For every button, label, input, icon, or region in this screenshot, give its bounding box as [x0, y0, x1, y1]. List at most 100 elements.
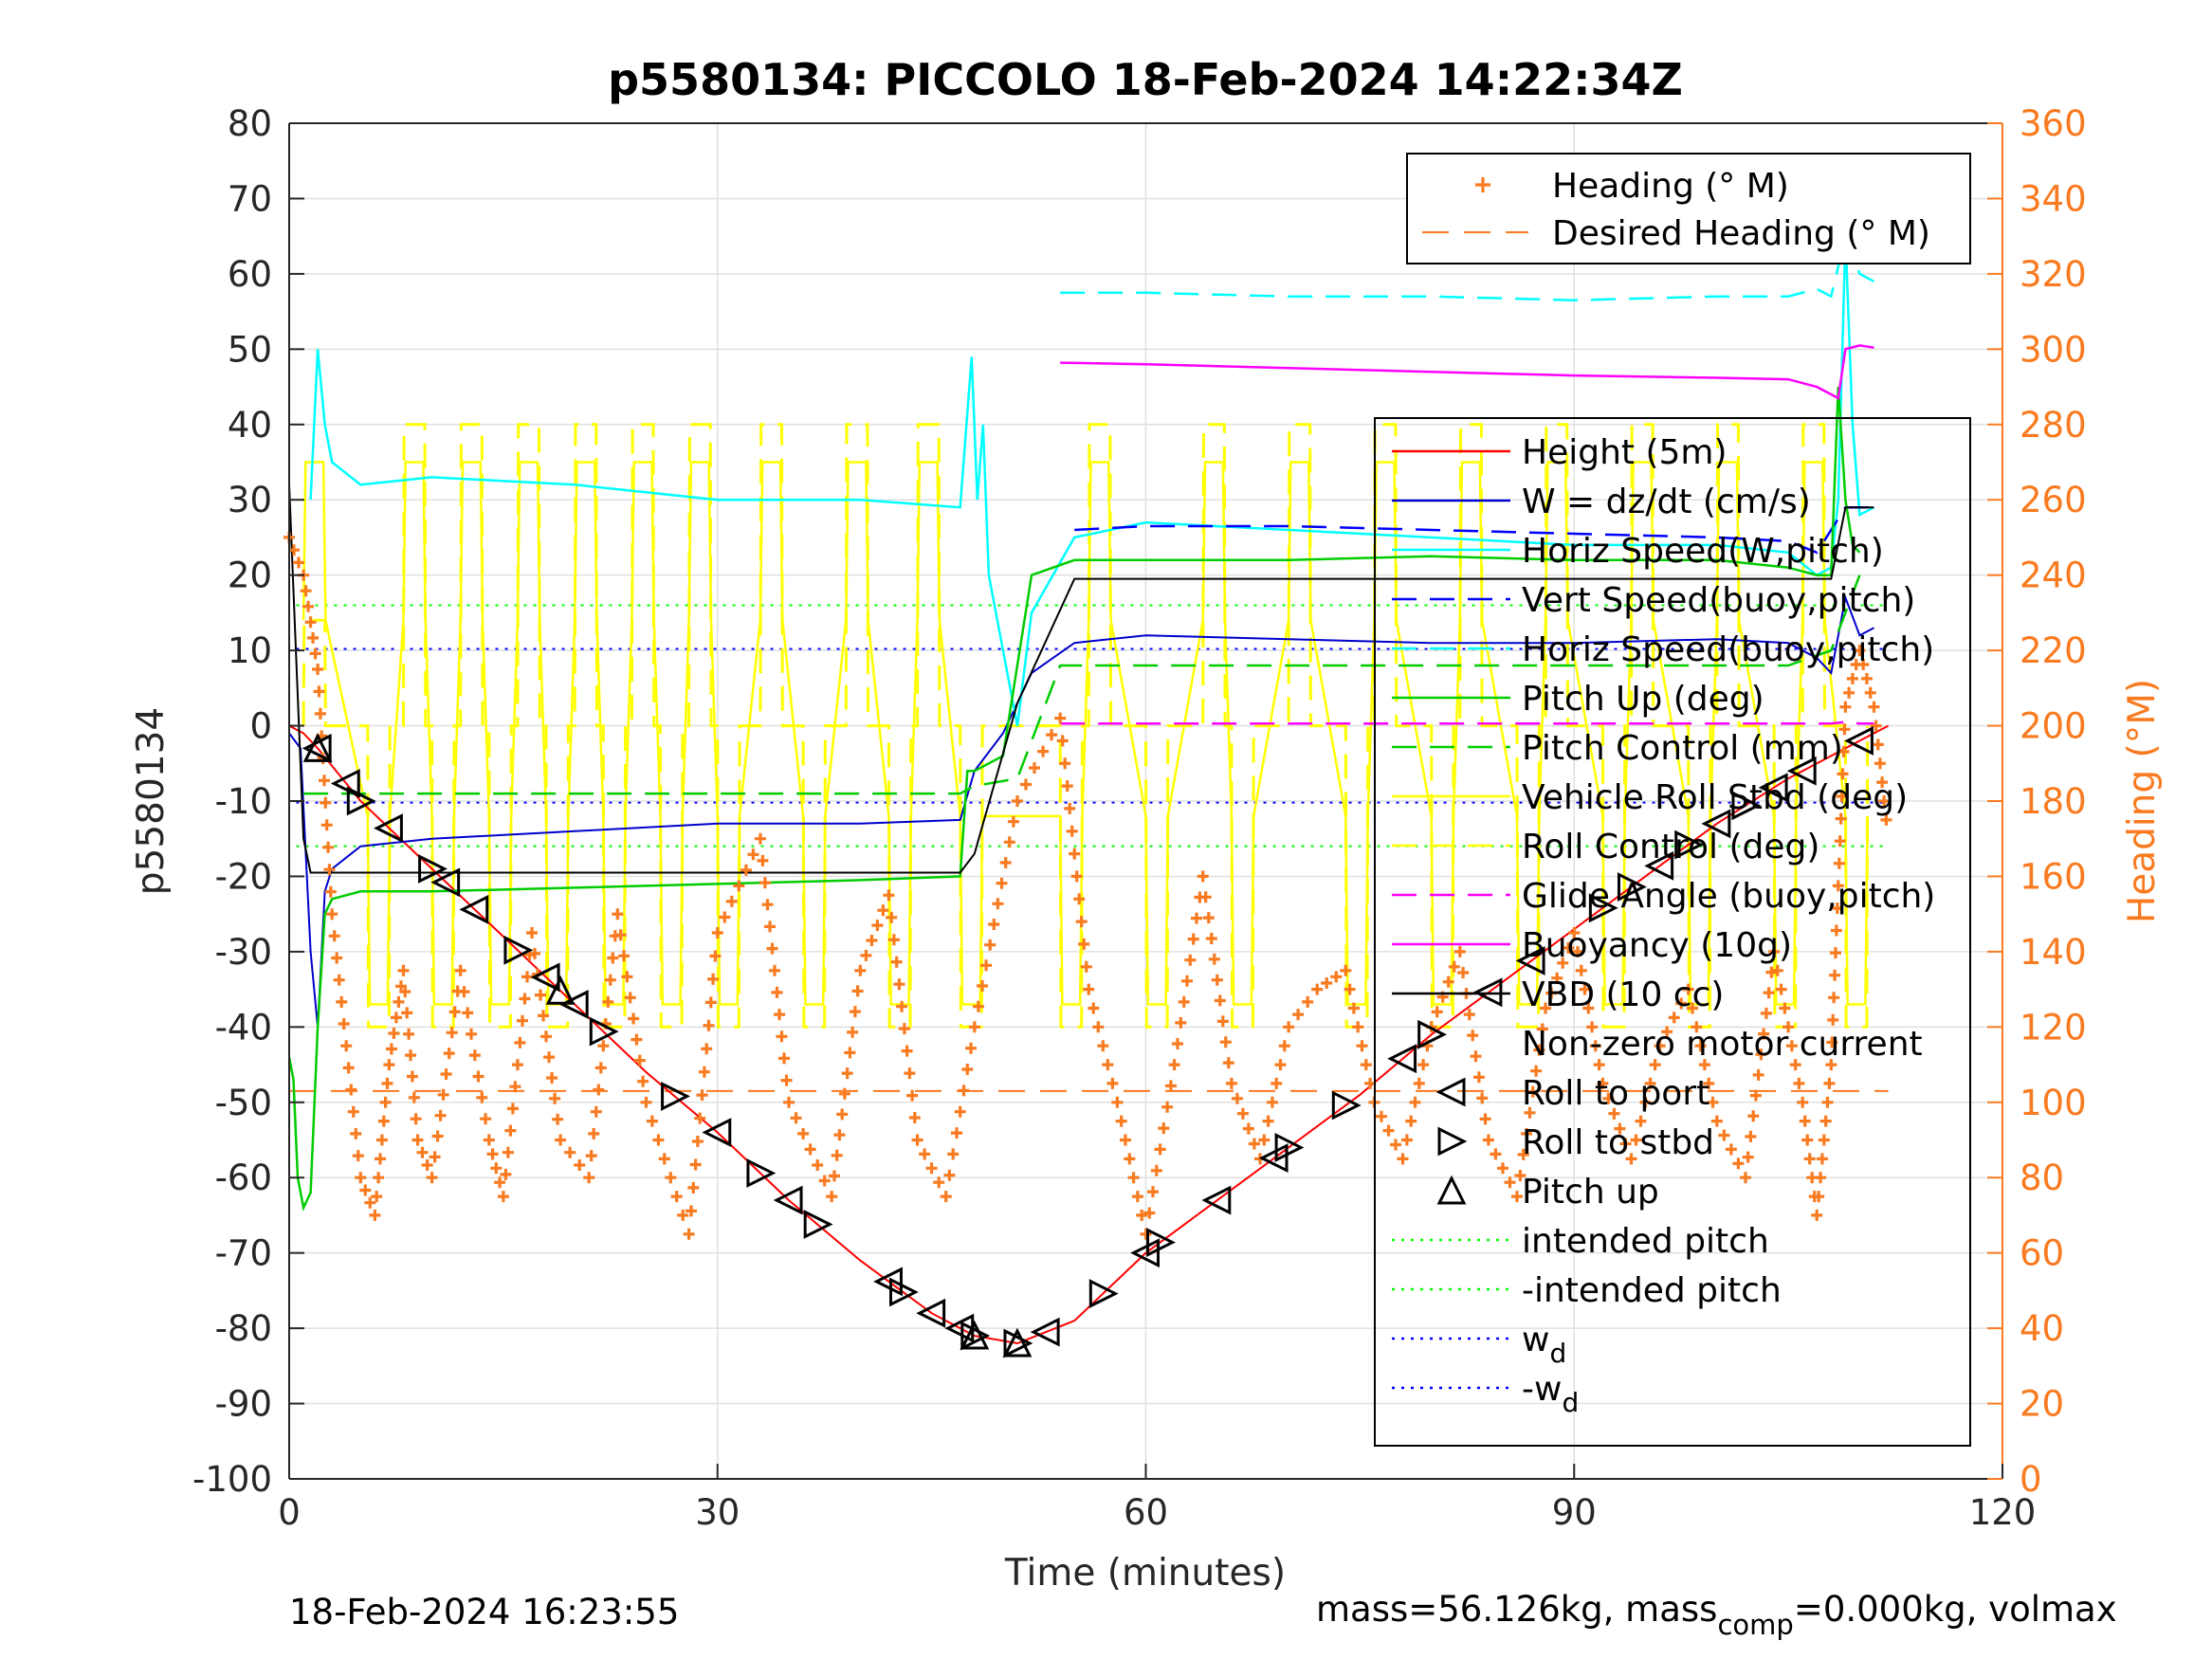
heading-marker	[1476, 1092, 1489, 1104]
heading-marker	[628, 1012, 640, 1025]
legend-subscript: d	[1562, 1387, 1579, 1418]
legend-main-label: Pitch up	[1522, 1173, 1659, 1212]
heading-marker	[1205, 933, 1217, 944]
heading-marker	[338, 1018, 350, 1030]
legend-marker-swatch	[1435, 1077, 1466, 1107]
vehicle-roll-line	[302, 461, 1869, 1006]
heading-marker	[833, 1129, 846, 1141]
heading-marker	[1837, 745, 1850, 757]
footer-mass-main: mass=56.126kg, mass	[1316, 1589, 1717, 1630]
heading-marker	[919, 1148, 931, 1160]
heading-marker	[826, 1191, 838, 1203]
heading-marker	[1821, 1096, 1834, 1108]
heading-marker	[1140, 1228, 1152, 1240]
roll-to-stbd-marker	[1617, 872, 1647, 902]
heading-marker	[977, 980, 988, 992]
y-tick-label-right: 180	[2020, 781, 2087, 822]
legend-main-label: W = dz/dt (cm/s)	[1522, 483, 1811, 521]
x-axis-label: Time (minutes)	[1004, 1552, 1286, 1595]
y-tick-label-left: -90	[215, 1384, 272, 1425]
heading-marker	[1749, 1089, 1762, 1102]
heading-marker	[437, 1088, 449, 1101]
heading-marker	[1589, 1040, 1601, 1052]
heading-marker	[637, 1075, 649, 1087]
heading-marker	[1536, 1023, 1548, 1035]
roll-to-port-marker	[330, 769, 360, 798]
heading-marker	[1061, 780, 1073, 793]
heading-marker	[908, 1112, 921, 1123]
heading-marker	[340, 1040, 353, 1052]
roll-to-port-marker	[530, 962, 560, 993]
heading-marker	[1046, 729, 1058, 741]
heading-marker	[711, 927, 723, 939]
heading-marker	[849, 1006, 861, 1018]
heading-marker	[1271, 1077, 1283, 1089]
heading-marker	[1073, 893, 1086, 905]
roll-to-stbd-marker	[1274, 1133, 1305, 1162]
heading-marker	[1199, 891, 1212, 903]
heading-marker	[1710, 1115, 1723, 1127]
heading-marker	[1654, 1040, 1666, 1052]
heading-marker	[1088, 1002, 1100, 1014]
heading-marker	[583, 1172, 595, 1184]
heading-marker	[1846, 672, 1858, 684]
heading-marker	[454, 964, 466, 976]
heading-marker	[369, 1209, 381, 1221]
heading-marker	[831, 1149, 843, 1161]
y-tick-label-left: 30	[228, 480, 272, 520]
heading-marker	[965, 1042, 977, 1054]
series-vbd-10-cc	[288, 484, 1874, 874]
roll-to-stbd-marker	[1088, 1279, 1119, 1308]
heading-marker	[658, 1153, 670, 1165]
heading-marker	[1208, 953, 1220, 965]
y-tick-label-left: 10	[228, 630, 272, 671]
heading-marker	[887, 934, 900, 946]
heading-marker	[1837, 768, 1849, 780]
footer-mass-tail: =0.000kg, volmax	[1794, 1589, 2117, 1630]
heading-marker	[486, 1148, 499, 1160]
heading-marker	[677, 1209, 689, 1221]
chart-title: p5580134: PICCOLO 18-Feb-2024 14:22:34Z	[608, 54, 1683, 105]
legend-main-label: Glide Angle (buoy,pitch)	[1522, 877, 1935, 916]
roll-to-stbd-marker	[1331, 1090, 1362, 1121]
roll-to-stbd-marker	[661, 1081, 690, 1111]
heading-marker	[1742, 1151, 1754, 1163]
heading-marker	[1793, 1077, 1805, 1089]
heading-marker	[780, 1074, 793, 1086]
series-pitch-up-deg	[287, 387, 1861, 1212]
heading-marker	[940, 1191, 952, 1203]
heading-marker	[1463, 1009, 1475, 1021]
x-tick-label: 90	[1552, 1492, 1597, 1533]
heading-marker	[490, 1162, 503, 1175]
legend-main-label: Buoyancy (10g)	[1522, 926, 1792, 965]
heading-marker	[324, 885, 337, 898]
heading-marker	[320, 796, 332, 809]
y-tick-label-left: -10	[215, 781, 272, 822]
heading-marker	[1136, 1209, 1148, 1221]
heading-marker	[1274, 1059, 1287, 1071]
heading-marker	[1832, 880, 1844, 892]
heading-marker	[1782, 1021, 1795, 1033]
legend-main-label: Vert Speed(buoy,pitch)	[1522, 581, 1915, 620]
y-tick-label-right: 260	[2020, 480, 2087, 520]
roll-to-port-marker	[1201, 1185, 1232, 1215]
heading-marker	[1356, 1040, 1368, 1052]
roll-to-stbd-marker	[889, 1277, 919, 1307]
axes: 0 30 60 90 12080706050403020100-10-20-30-40-…	[192, 103, 2087, 1533]
pitch-up-marker	[1002, 1327, 1033, 1358]
heading-marker	[1143, 1207, 1156, 1219]
heading-marker	[1682, 983, 1694, 995]
roll-to-port-marker	[430, 867, 461, 898]
heading-marker	[1635, 1115, 1647, 1127]
pitch-up-marker	[545, 975, 576, 1005]
heading-marker	[1747, 1110, 1760, 1122]
heading-marker	[691, 1136, 704, 1147]
heading-marker	[1262, 1115, 1274, 1127]
roll-to-stbd-marker	[418, 854, 448, 884]
heading-marker	[901, 1045, 913, 1057]
legend-main-label: Vehicle Roll Stbd (deg)	[1522, 778, 1908, 817]
heading-marker	[429, 1151, 441, 1163]
heading-marker	[1586, 1021, 1599, 1033]
heading-marker	[698, 1066, 710, 1078]
pitch-up-marker	[960, 1320, 990, 1350]
